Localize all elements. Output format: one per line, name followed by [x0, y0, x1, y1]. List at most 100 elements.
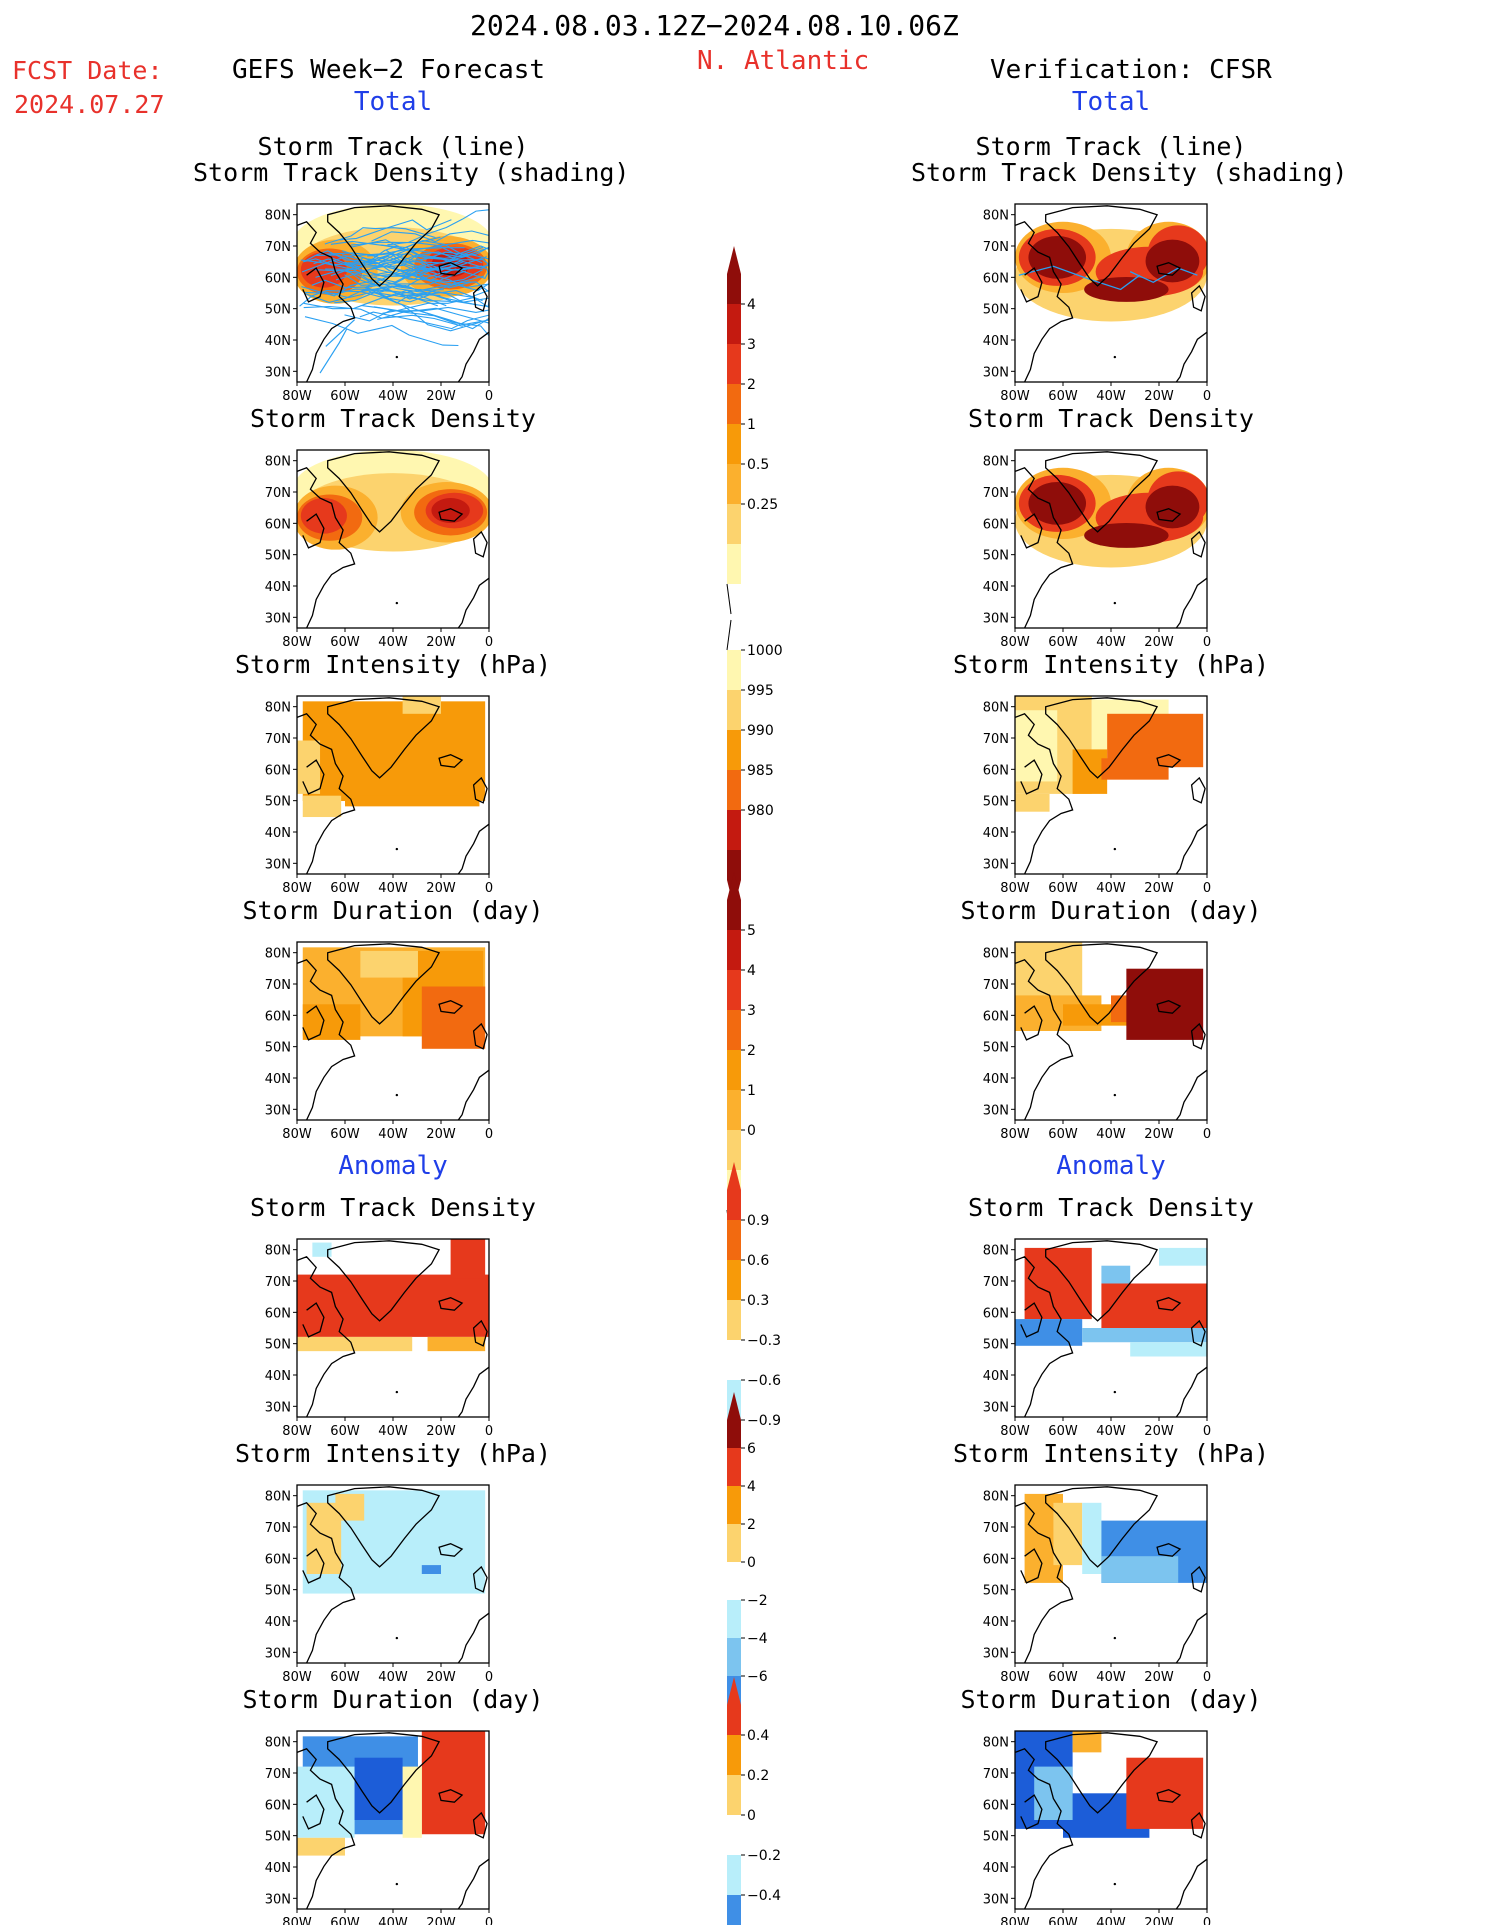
colorbar-segment [727, 544, 741, 584]
gefs-intensity-cell-0 [302, 701, 486, 802]
colorbar-label: 980 [747, 803, 774, 819]
cfsr-anom-duration-hudson-coast [1020, 1794, 1043, 1830]
left-density-title: Storm Track Density [250, 404, 536, 433]
gefs-track-lon-tick-label: 60W [330, 389, 360, 404]
cfsr-anom-duration-lat-tick-label: 30N [983, 1892, 1009, 1907]
gefs-duration-lon-tick-label: 20W [426, 1127, 456, 1142]
gefs-anom-duration-cell-5 [297, 1837, 345, 1856]
cfsr-track-lon-tick-label: 20W [1144, 389, 1174, 404]
gefs-anom-intensity-uk-coast [472, 1565, 488, 1593]
cfsr-track-lat-tick-label: 70N [983, 240, 1009, 255]
colorbar-label: −0.4 [747, 1888, 781, 1904]
gefs-track-content [297, 204, 489, 374]
cfsr-anom-intensity-lat-tick-label: 30N [983, 1646, 1009, 1661]
colorbar-segment [727, 1735, 741, 1775]
gefs-anom-density-lat-tick-label: 80N [265, 1244, 291, 1259]
gefs-track-storm-track [373, 306, 489, 330]
gefs-anom-intensity-hudson-coast [302, 1548, 325, 1584]
cfsr-density-azores-dot [1113, 601, 1117, 605]
gefs-intensity-map: 80N 70N 60N 50N 40N 30N 80W 60W 40W 20W 0 [265, 695, 493, 896]
gefs-track-lat-tick-label: 80N [265, 209, 291, 224]
cfsr-track-lat-tick-label: 50N [983, 303, 1009, 318]
gefs-anom-density-iceland-coast [438, 1297, 464, 1311]
cfsr-anom-duration-lon-tick-label: 40W [1096, 1916, 1126, 1925]
cfsr-anom-intensity-cell-2 [1082, 1502, 1102, 1574]
gefs-duration-lon-tick-label: 60W [330, 1127, 360, 1142]
gefs-intensity-lat-tick-label: 60N [265, 763, 291, 778]
left-track-title-1: Storm Track (line) [257, 132, 529, 161]
right-track-title-2: Storm Track Density (shading) [911, 158, 1348, 187]
gefs-track-storm-track [303, 289, 447, 310]
gefs-duration-hudson-coast [302, 1005, 325, 1041]
cfsr-anom-duration-europe-coast [1175, 1858, 1208, 1910]
gefs-anom-density-azores-dot [395, 1390, 399, 1394]
gefs-intensity-cell-3 [297, 740, 321, 794]
cfsr-anom-density-lon-tick-label: 40W [1096, 1424, 1126, 1439]
colorbar-segment [727, 1090, 741, 1130]
gefs-anom-intensity-lon-tick-label: 20W [426, 1670, 456, 1685]
cfsr-anom-intensity-lat-tick-label: 70N [983, 1521, 1009, 1536]
colorbar-tail [726, 619, 732, 651]
gefs-anom-density-cell-2 [427, 1336, 486, 1352]
gefs-intensity-lat-tick-label: 40N [265, 826, 291, 841]
cfsr-density-lon-tick-label: 40W [1096, 635, 1126, 650]
gefs-anom-density-lat-tick-label: 50N [265, 1338, 291, 1353]
colorbar-segment [727, 1130, 741, 1170]
cfsr-anom-density-greenland-coast [1045, 1240, 1159, 1322]
colorbar-segment [727, 1895, 741, 1925]
cfsr-anom-intensity-lat-tick-label: 60N [983, 1552, 1009, 1567]
cfsr-anom-intensity-canada-coast [1014, 1502, 1074, 1664]
cfsr-duration-cell-4 [1126, 968, 1204, 1040]
cfsr-anom-density-cell-2 [1015, 1319, 1083, 1346]
colorbar-label: 0.3 [747, 1293, 769, 1309]
cfsr-density-lat-tick-label: 60N [983, 517, 1009, 532]
cfsr-anom-intensity-lon-tick-label: 80W [1000, 1670, 1030, 1685]
gefs-intensity-lat-tick-label: 30N [265, 857, 291, 872]
gefs-track-storm-track [301, 270, 447, 297]
gefs-anom-intensity-lat-tick-label: 40N [265, 1615, 291, 1630]
gefs-anom-density-hudson-coast [302, 1302, 325, 1338]
left-anomaly-label: Anomaly [338, 1151, 448, 1181]
cfsr-anom-density-lat-tick-label: 30N [983, 1400, 1009, 1415]
cfsr-intensity-cell-5 [1101, 758, 1169, 780]
gefs-track-storm-track [330, 255, 456, 277]
gefs-anom-density-cell-1 [297, 1336, 413, 1352]
cfsr-anom-duration-lon-tick-label: 80W [1000, 1916, 1030, 1925]
left-anom-duration-title: Storm Duration (day) [242, 1685, 544, 1714]
cfsr-track-storm-track [1129, 267, 1198, 284]
cfsr-anom-intensity-cell-4 [1101, 1556, 1179, 1583]
cfsr-anom-density-map: 80N 70N 60N 50N 40N 30N 80W 60W 40W 20W 0 [983, 1238, 1211, 1439]
cfsr-anom-density-cell-3 [1082, 1328, 1207, 1343]
cfsr-track-azores-dot [1113, 355, 1117, 359]
gefs-anom-duration-lat-tick-label: 70N [265, 1767, 291, 1782]
gefs-duration-lat-tick-label: 60N [265, 1009, 291, 1024]
colorbar-segment [727, 1220, 741, 1260]
gefs-anom-density-lon-tick-label: 0 [485, 1424, 493, 1439]
cfsr-anom-duration-cell-2 [1034, 1766, 1073, 1820]
gefs-anom-duration-lat-tick-label: 30N [265, 1892, 291, 1907]
cfsr-anom-intensity-lon-tick-label: 20W [1144, 1670, 1174, 1685]
colorbar-label: 0.2 [747, 1768, 769, 1784]
cfsr-anom-duration-uk-coast [1190, 1811, 1206, 1839]
colorbar-arrow-top [727, 1392, 741, 1448]
gefs-track-hudson-coast [302, 267, 325, 303]
colorbar-total-density: 4 3 2 1 0.5 0.25 [726, 246, 778, 615]
gefs-track-storm-track [313, 258, 441, 277]
gefs-track-azores-dot [395, 355, 399, 359]
cfsr-duration-lon-tick-label: 60W [1048, 1127, 1078, 1142]
cfsr-anom-intensity-cell-1 [1053, 1502, 1083, 1566]
gefs-track-storm-track [359, 311, 489, 330]
cfsr-intensity-lon-tick-label: 20W [1144, 881, 1174, 896]
cfsr-intensity-greenland-coast [1045, 697, 1159, 779]
colorbar-label: 4 [747, 297, 756, 313]
gefs-track-lat-tick-label: 60N [265, 271, 291, 286]
cfsr-duration-map: 80N 70N 60N 50N 40N 30N 80W 60W 40W 20W 0 [983, 941, 1211, 1142]
gefs-track-canada-coast [296, 221, 356, 383]
right-density-title: Storm Track Density [968, 404, 1254, 433]
cfsr-anom-density-lon-tick-label: 20W [1144, 1424, 1174, 1439]
colorbar-segment [727, 1638, 741, 1676]
colorbar-label: 2 [747, 1043, 756, 1059]
cfsr-track-content [1015, 221, 1207, 322]
cfsr-density-shade-7 [1084, 522, 1169, 548]
